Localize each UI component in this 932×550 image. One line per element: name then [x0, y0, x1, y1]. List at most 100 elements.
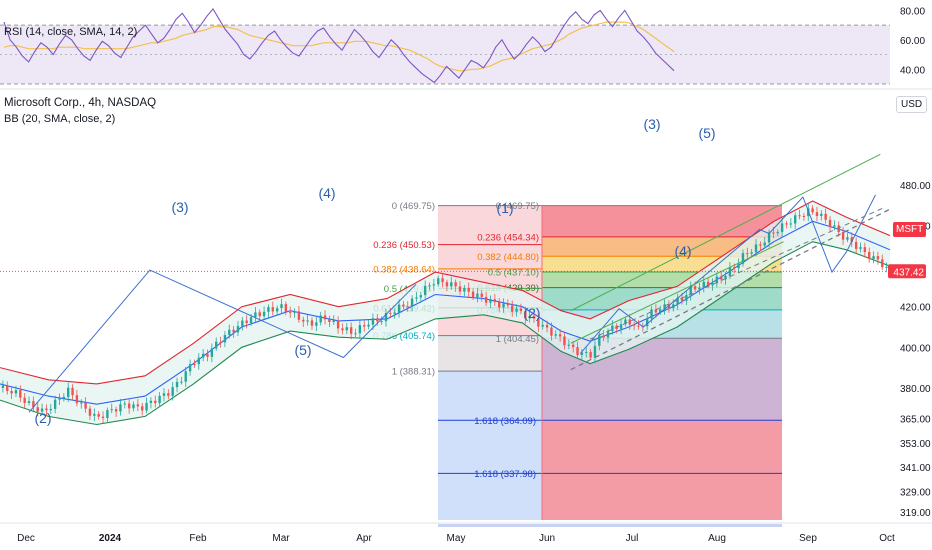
candle-body — [550, 327, 553, 336]
candle-body — [741, 253, 745, 264]
candle-body — [698, 287, 701, 290]
candle-body — [441, 278, 444, 283]
candle-body — [162, 393, 166, 396]
candle-body — [245, 320, 248, 324]
candle-body — [197, 357, 200, 365]
candle-body — [423, 285, 427, 296]
price-axis-tick: 480.00 — [900, 181, 931, 192]
candle-body — [71, 387, 74, 396]
candle-body — [93, 413, 96, 416]
candle-body — [876, 256, 880, 260]
candle-body — [241, 320, 244, 327]
candle-body — [384, 313, 388, 322]
candle-body — [706, 281, 710, 286]
candle-body — [310, 320, 314, 326]
time-axis-tick: Jun — [539, 533, 555, 544]
candle-body — [528, 315, 531, 319]
candle-body — [80, 402, 83, 404]
fib-right-level-label: 0.5 (437.10) — [488, 267, 539, 278]
fib-right-zone — [542, 205, 782, 237]
trend-dashed-line — [570, 208, 891, 371]
candles-group — [1, 203, 888, 423]
candle-body — [859, 247, 862, 249]
candle-body — [254, 312, 257, 318]
bb-fill — [0, 201, 890, 425]
candle-body — [815, 212, 819, 217]
candle-body — [428, 285, 431, 287]
candle-body — [685, 295, 688, 301]
candle-body — [53, 399, 57, 409]
time-axis-tick: 2024 — [99, 533, 122, 544]
candle-body — [275, 308, 279, 312]
wave-path-left — [28, 269, 417, 413]
candle-body — [868, 252, 871, 259]
candle-body — [807, 208, 810, 217]
candle-body — [62, 396, 66, 399]
candle-body — [820, 213, 823, 217]
candle-body — [236, 326, 240, 333]
candle-body — [772, 232, 775, 234]
time-axis-tick: Apr — [356, 533, 372, 544]
candle-body — [719, 276, 723, 280]
candle-body — [249, 317, 253, 324]
fib-right-extension-lower — [542, 420, 782, 520]
candle-body — [223, 335, 227, 343]
candle-body — [489, 299, 492, 303]
candle-body — [210, 348, 214, 357]
wave-label: (1) — [496, 200, 513, 216]
candle-body — [293, 311, 296, 313]
time-axis-tick: Aug — [708, 533, 726, 544]
candle-body — [215, 341, 218, 349]
fib-left-level-label: 0 (469.75) — [392, 201, 435, 212]
candle-body — [828, 219, 832, 227]
candle-body — [663, 304, 666, 310]
candle-body — [201, 353, 205, 358]
time-axis-tick: Dec — [17, 533, 35, 544]
candle-body — [637, 325, 640, 327]
candle-body — [524, 311, 527, 319]
currency-button[interactable]: USD — [896, 96, 928, 113]
candle-body — [576, 347, 579, 356]
time-axis-tick: Sep — [799, 533, 817, 544]
candle-body — [219, 341, 222, 343]
candle-body — [84, 402, 87, 409]
candle-body — [389, 313, 392, 315]
last-price-value: 437.42 — [893, 267, 924, 278]
candle-body — [780, 223, 784, 232]
price-axis-tick: 365.00 — [900, 414, 931, 425]
candle-body — [458, 286, 462, 292]
time-axis-tick: May — [447, 533, 466, 544]
candle-body — [262, 311, 266, 317]
candle-body — [358, 325, 362, 334]
candle-body — [558, 334, 562, 337]
rsi-indicator-label[interactable]: RSI (14, close, SMA, 14, 2) — [4, 26, 138, 38]
fib-left-level-label: 1 (388.31) — [392, 367, 435, 378]
candle-body — [863, 247, 867, 253]
candle-body — [45, 408, 48, 411]
candle-body — [323, 315, 327, 320]
price-axis-tick: 353.00 — [900, 439, 931, 450]
candle-body — [445, 282, 449, 287]
bb-indicator-label[interactable]: BB (20, SMA, close, 2) — [4, 113, 116, 125]
candle-body — [341, 328, 344, 331]
candle-body — [545, 324, 549, 328]
candle-body — [645, 318, 649, 327]
candle-body — [493, 299, 497, 302]
candle-body — [476, 293, 479, 298]
bb-upper-line — [0, 200, 891, 385]
candle-body — [537, 318, 540, 327]
candle-body — [585, 351, 588, 353]
candle-body — [267, 307, 270, 312]
candle-body — [563, 336, 566, 346]
wave-label: (5) — [294, 342, 311, 358]
candle-body — [759, 244, 762, 246]
candle-body — [184, 371, 187, 382]
wave-label: (4) — [674, 243, 691, 259]
fib-left-zone-1 — [438, 335, 542, 372]
candle-body — [606, 331, 610, 338]
candle-body — [123, 403, 126, 405]
candle-body — [437, 278, 440, 285]
candle-body — [284, 304, 288, 313]
candle-body — [611, 325, 614, 332]
